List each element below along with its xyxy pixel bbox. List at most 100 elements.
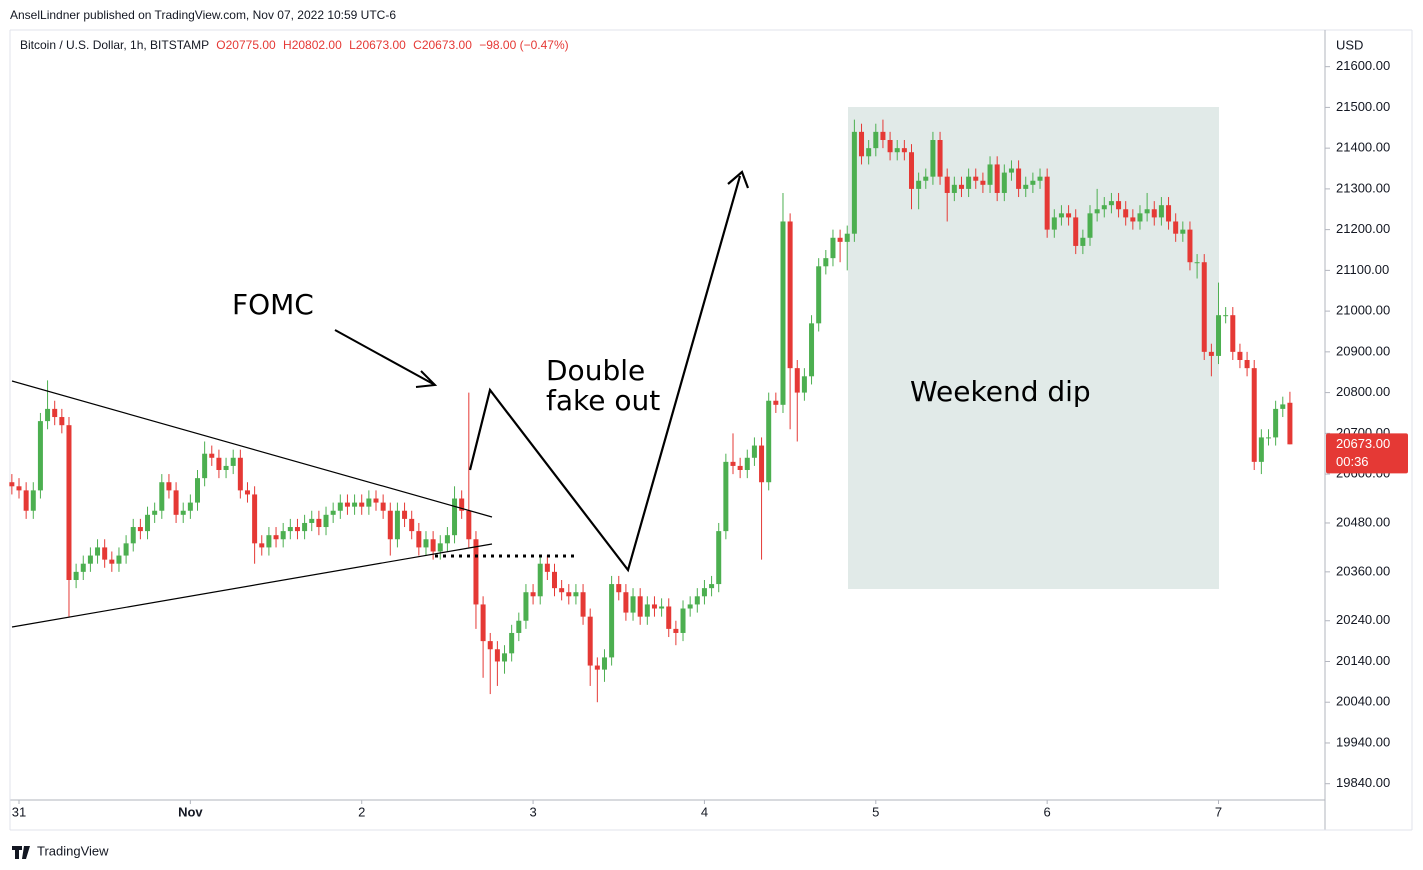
candle-body — [1051, 217, 1057, 230]
candle-body — [516, 620, 522, 633]
chart-legend: Bitcoin / U.S. Dollar, 1h, BITSTAMP O207… — [20, 38, 569, 52]
candle-body — [73, 571, 79, 580]
candle-body — [1173, 221, 1179, 234]
candles — [9, 119, 1293, 703]
candle-body — [16, 486, 22, 491]
candle-body — [687, 604, 693, 609]
candle-body — [694, 596, 700, 605]
candle-body — [659, 606, 665, 609]
candle-body — [1108, 201, 1114, 206]
candle-body — [187, 502, 193, 511]
candle-body — [116, 555, 122, 564]
candle-body — [594, 665, 600, 670]
candle-body — [437, 543, 443, 552]
candle-body — [302, 522, 308, 532]
candle-body — [809, 323, 815, 377]
candle-body — [294, 527, 300, 532]
y-tick-label: 20140.00 — [1336, 653, 1390, 668]
candle-body — [787, 221, 793, 369]
candle-body — [1137, 213, 1143, 222]
candle-body — [123, 543, 129, 556]
candle-body — [837, 237, 843, 242]
candle-body — [1216, 315, 1222, 356]
candle-body — [1223, 315, 1229, 317]
candle-body — [1180, 229, 1186, 234]
candle-body — [844, 233, 850, 242]
candle-body — [330, 510, 336, 515]
candle-body — [1073, 217, 1079, 246]
candle-body — [45, 408, 51, 422]
candle-body — [930, 140, 936, 177]
candle-body — [1023, 184, 1029, 189]
candle-body — [773, 400, 779, 405]
candle-body — [359, 502, 365, 507]
candle-body — [344, 502, 350, 507]
weekend-highlight — [848, 107, 1219, 589]
candle-body — [680, 608, 686, 633]
candle-body — [851, 131, 857, 234]
y-tick-label: 21100.00 — [1336, 262, 1389, 277]
candle-body — [1130, 217, 1136, 222]
candle-body — [352, 502, 358, 507]
candle-body — [494, 649, 500, 662]
candle-body — [801, 376, 807, 393]
candle-body — [130, 527, 136, 544]
candle-body — [587, 616, 593, 666]
candle-body — [916, 180, 922, 189]
candle-body — [544, 563, 550, 572]
annotation: Double — [546, 354, 645, 387]
price-box — [1326, 433, 1408, 474]
candle-body — [273, 535, 279, 540]
fomc-arrow — [334, 329, 438, 388]
y-tick-label: 20360.00 — [1336, 563, 1390, 578]
candle-body — [1087, 213, 1093, 238]
candle-body — [944, 176, 950, 193]
upper-trendline — [11, 380, 493, 518]
candle-body — [1201, 262, 1207, 352]
candle-body — [873, 131, 879, 149]
candle-body — [230, 457, 236, 466]
candle-body — [1187, 229, 1193, 263]
candle-body — [794, 368, 800, 393]
x-tick-label: 2 — [358, 804, 365, 819]
candle-body — [102, 547, 108, 560]
y-tick-label: 21500.00 — [1336, 99, 1390, 114]
candle-body — [1194, 262, 1200, 264]
x-tick-label: 31 — [12, 804, 26, 819]
candle-body — [323, 514, 329, 528]
legend-low: L20673.00 — [349, 38, 406, 52]
candle-body — [1230, 315, 1236, 352]
candle-body — [866, 148, 872, 157]
y-tick-label: 19840.00 — [1336, 775, 1390, 790]
legend-close: C20673.00 — [413, 38, 472, 52]
candle-body — [751, 445, 757, 458]
candle-body — [894, 148, 900, 153]
candle-body — [1116, 201, 1122, 210]
y-tick-label: 20040.00 — [1336, 694, 1390, 709]
candle-body — [1037, 176, 1043, 181]
candle-body — [409, 518, 415, 532]
candle-body — [601, 657, 607, 670]
candle-body — [1273, 408, 1279, 438]
candle-body — [580, 592, 586, 617]
candle-body — [1144, 209, 1150, 214]
candle-body — [823, 258, 829, 267]
annotation: FOMC — [232, 288, 314, 321]
candle-body — [1151, 209, 1157, 218]
candle-body — [216, 457, 222, 470]
y-tick-label: 21400.00 — [1336, 140, 1390, 155]
candle-body — [737, 465, 743, 470]
candle-body — [1094, 209, 1100, 214]
candle-body — [309, 518, 315, 523]
candle-body — [730, 461, 736, 466]
legend-high: H20802.00 — [283, 38, 342, 52]
candle-body — [630, 596, 636, 613]
x-tick-label: 6 — [1044, 804, 1051, 819]
candle-body — [80, 563, 86, 572]
last-price: 20673.00 — [1336, 436, 1390, 451]
candle-body — [887, 140, 893, 153]
candle-body — [966, 176, 972, 189]
candle-body — [280, 531, 286, 540]
annotation: fake out — [546, 384, 660, 417]
